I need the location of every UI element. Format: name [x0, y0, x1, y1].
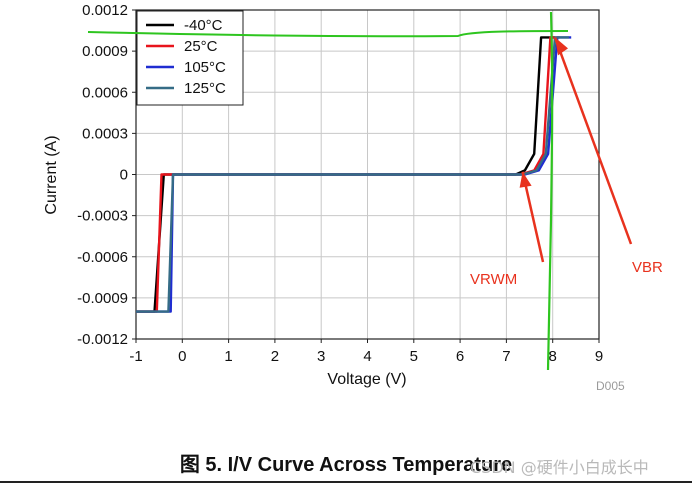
y-tick-label: -0.0009: [77, 290, 128, 307]
figure-id-label: D005: [596, 379, 625, 393]
legend-label-3: 105°C: [184, 59, 226, 76]
green-marker-horizontal: [87, 30, 569, 38]
x-tick-label: 4: [363, 348, 371, 365]
x-tick-label: 5: [410, 348, 418, 365]
vrwm-arrow-head: [519, 171, 532, 188]
x-tick-label: 1: [224, 348, 232, 365]
vrwm-arrow-shaft: [521, 171, 545, 263]
annotation-overlay: [87, 11, 633, 371]
y-tick-label: -0.0003: [77, 208, 128, 225]
watermark: CSDN @硬件小白成长中: [470, 458, 649, 477]
vbr-arrow-shaft: [553, 36, 633, 245]
legend-label-1: -40°C: [184, 17, 223, 34]
figure-caption: 图 5. I/V Curve Across Temperature: [179, 454, 513, 476]
bottom-rule: [0, 481, 692, 483]
x-tick-label: 0: [178, 348, 186, 365]
x-axis-label: Voltage (V): [327, 371, 406, 388]
y-tick-label: 0.0003: [82, 125, 128, 142]
y-tick-label: -0.0012: [77, 331, 128, 348]
x-tick-label: 9: [595, 348, 603, 365]
axes: -1 0 1 2 3 4 5 6 7 8 9 0.0012 0.0009 0.0006 0.0003 0 -0.…: [77, 2, 603, 365]
legend-label-2: 25°C: [184, 38, 218, 55]
plot-frame: [135, 9, 600, 340]
annotation-vrwm-label: VRWM: [470, 271, 517, 288]
x-tick-label: 7: [502, 348, 510, 365]
green-marker-vertical: [546, 11, 554, 371]
y-tick-label: 0.0012: [82, 2, 128, 19]
y-tick-label: 0: [120, 167, 128, 184]
y-tick-label: 0.0009: [82, 43, 128, 60]
y-tick-label: -0.0006: [77, 249, 128, 266]
iv-chart: -1 0 1 2 3 4 5 6 7 8 9 0.0012 0.0009 0.0006 0.0003 0 -0.…: [43, 2, 663, 393]
x-tick-label: 3: [317, 348, 325, 365]
vbr-arrow-head: [555, 37, 568, 56]
legend-label-4: 125°C: [184, 80, 226, 97]
annotation-vbr-label: VBR: [632, 259, 663, 276]
x-tick-label: -1: [129, 348, 142, 365]
x-tick-label: 6: [456, 348, 464, 365]
x-tick-label: 8: [549, 348, 557, 365]
legend-box: [136, 10, 244, 106]
x-tick-label: 2: [271, 348, 279, 365]
y-axis-label: Current (A): [43, 135, 60, 214]
y-tick-label: 0.0006: [82, 84, 128, 101]
legend: -40°C 25°C 105°C 125°C: [136, 10, 244, 106]
